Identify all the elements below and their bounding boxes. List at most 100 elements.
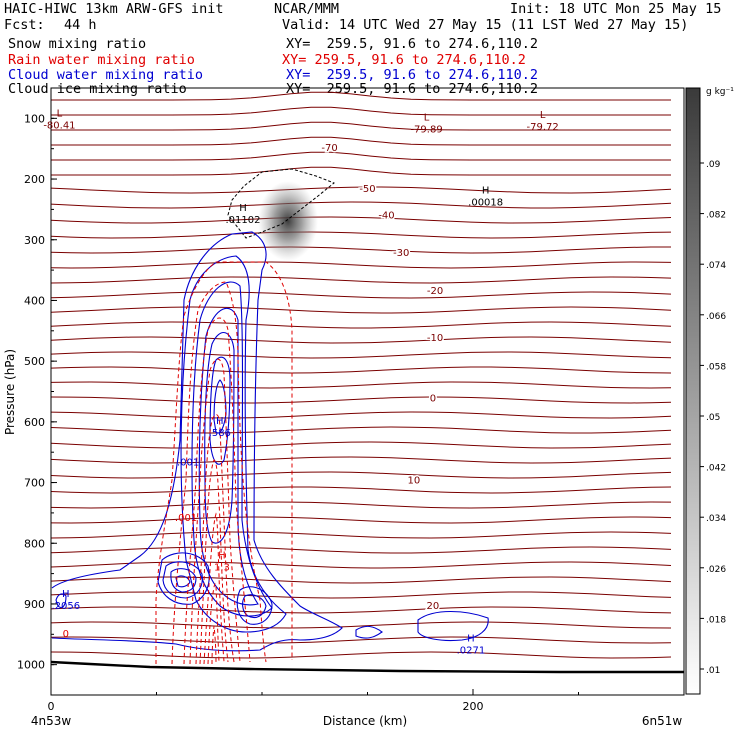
extremum-value: 1.3	[214, 562, 230, 573]
y-tick-label: 500	[24, 355, 45, 368]
isotherm-line	[51, 531, 672, 539]
isotherm-line	[51, 336, 672, 344]
y-tick-label: 600	[24, 416, 45, 429]
isotherm-line	[51, 456, 672, 464]
isotherm-line	[51, 186, 672, 194]
extremum-value: -80.41	[43, 120, 75, 131]
y-tick-label: 1000	[17, 659, 45, 672]
y-tick-label: 900	[24, 598, 45, 611]
isotherm-line	[51, 381, 672, 389]
isotherm-label: -50	[359, 184, 375, 195]
extremum-marker: H	[482, 186, 490, 197]
valid-time: Valid: 14 UTC Wed 27 May 15 (11 LST Wed …	[282, 17, 689, 33]
isotherm-line	[51, 351, 672, 359]
extremum-marker: H	[216, 416, 224, 427]
field-name-cloud-ice: Cloud ice mixing ratio	[8, 81, 187, 97]
isotherm-line	[51, 261, 672, 269]
field-xy-cloud-water: XY= 259.5, 91.6 to 274.6,110.2	[286, 67, 538, 83]
isotherm-line	[51, 231, 672, 239]
plot-area	[51, 91, 684, 695]
rain-water-contours	[155, 261, 293, 665]
y-axis-label: Pressure (hPa)	[3, 349, 17, 435]
extremum-value: .0271	[457, 645, 486, 656]
forecast-hours: 44 h	[64, 17, 97, 33]
contour-label: .001	[177, 457, 199, 468]
field-xy-rain: XY= 259.5, 91.6 to 274.6,110.2	[282, 52, 526, 68]
isotherm-label: -30	[393, 248, 409, 259]
plot-annotations: -70-50-40-30-20-1001020L-80.41L-79.89L-7…	[43, 108, 558, 656]
extremum-marker: L	[540, 110, 546, 121]
field-name-snow: Snow mixing ratio	[8, 36, 147, 52]
left-endpoint-label: 4n53w	[31, 714, 72, 728]
y-axis: 100 200 300 400 500 600 700 800 900 1000	[17, 112, 57, 672]
isotherm-line	[51, 276, 672, 284]
plot-frame	[50, 87, 685, 696]
isotherm-line	[51, 441, 672, 449]
isotherm-line	[51, 91, 671, 101]
isotherm-line	[51, 651, 672, 659]
colorbar-tick-label: .026	[706, 565, 726, 575]
extremum-marker: L	[424, 113, 430, 124]
isotherm-line	[51, 576, 672, 584]
colorbar-tick-label: .058	[706, 362, 726, 372]
y-tick-label: 100	[24, 112, 45, 125]
isotherm-label: 10	[408, 476, 421, 487]
isotherm-line	[51, 291, 672, 299]
cloud-ice-contour	[227, 168, 335, 239]
isotherm-line	[51, 561, 672, 569]
isotherm-line	[51, 201, 672, 209]
y-tick-label: 800	[24, 537, 45, 550]
field-name-rain: Rain water mixing ratio	[8, 52, 195, 68]
isotherm-label: -70	[321, 143, 337, 154]
y-tick-label: 200	[24, 173, 45, 186]
isotherm-line	[51, 471, 672, 479]
colorbar-tick-label: .066	[706, 312, 726, 322]
isotherm-label: -40	[378, 210, 394, 221]
y-tick-label: 700	[24, 477, 45, 490]
isotherm-label: 0	[430, 394, 436, 405]
x-tick-label: 0	[48, 700, 55, 713]
extremum-marker: H	[62, 589, 70, 600]
isotherm-line	[51, 136, 671, 146]
isotherm-label: -20	[427, 286, 443, 297]
extremum-value: -79.72	[527, 122, 559, 133]
isotherm-line	[51, 166, 671, 176]
init-time: Init: 18 UTC Mon 25 May 15	[510, 1, 722, 17]
extremum-value: .01102	[226, 215, 261, 226]
isotherm-line	[51, 396, 672, 404]
isotherm-line	[51, 606, 672, 614]
x-tick-label: 200	[463, 700, 484, 713]
isotherm-line	[51, 411, 672, 419]
field-name-cloud-water: Cloud water mixing ratio	[8, 67, 204, 83]
x-axis-label: Distance (km)	[323, 714, 407, 728]
extremum-value: .2056	[51, 601, 80, 612]
isotherm-lines	[51, 91, 672, 659]
terrain-mask	[51, 662, 684, 695]
extremum-marker: H	[218, 550, 226, 561]
center-label: NCAR/MMM	[274, 1, 340, 17]
extremum-marker: L	[57, 108, 63, 119]
extremum-value: .00018	[468, 198, 503, 209]
colorbar-tick-label: .09	[706, 160, 721, 170]
isotherm-line	[51, 501, 672, 509]
colorbar-tick-label: .05	[706, 413, 720, 423]
right-endpoint-label: 6n51w	[642, 714, 683, 728]
contour-label: 0	[63, 629, 69, 640]
extremum-value: .586	[209, 428, 231, 439]
isotherm-line	[51, 246, 671, 254]
forecast-label: Fcst:	[4, 17, 45, 33]
colorbar-tick-label: .082	[706, 211, 726, 221]
colorbar-ticks: .01 .018 .026 .034 .042 .05 .058 .066 .074 .082 .0…	[700, 160, 726, 676]
isotherm-line	[51, 426, 672, 434]
colorbar-tick-label: .042	[706, 464, 726, 474]
colorbar: .01 .018 .026 .034 .042 .05 .058 .066 .074 .082 .0…	[685, 87, 734, 695]
x-axis: 0 200	[48, 689, 685, 713]
isotherm-line	[51, 486, 672, 494]
isotherm-line	[51, 306, 672, 314]
isotherm-line	[51, 546, 672, 554]
colorbar-unit: g kg⁻¹	[706, 87, 734, 97]
isotherm-line	[51, 516, 672, 524]
isotherm-line	[51, 621, 672, 629]
